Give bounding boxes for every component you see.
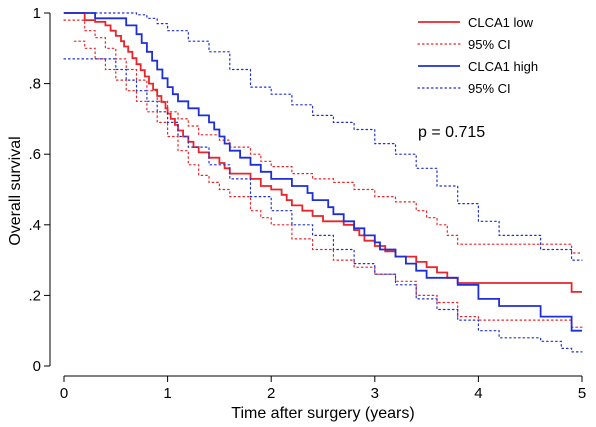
x-tick-label: 5 <box>578 385 586 402</box>
p-value-annotation: p = 0.715 <box>418 124 485 141</box>
y-tick-label: .4 <box>28 217 41 234</box>
clca1-low-ci-line <box>63 19 583 254</box>
clca1-high-survival-line <box>64 12 582 332</box>
legend-label: CLCA1 low <box>468 15 534 30</box>
clca1-high-ci-line <box>63 58 583 353</box>
y-tick-label: 1 <box>33 5 41 22</box>
legend-label: CLCA1 high <box>468 59 538 74</box>
legend: CLCA1 low 95% CI CLCA1 high 95% CI <box>417 15 538 96</box>
y-tick-label: 0 <box>33 358 41 375</box>
clca1-high-ci-line <box>63 12 583 261</box>
x-tick-label: 4 <box>474 385 482 402</box>
x-tick-label: 1 <box>163 385 171 402</box>
y-tick-label: .8 <box>28 76 41 93</box>
legend-label: 95% CI <box>468 81 511 96</box>
axes: 0 1 2 3 4 5 0 .2 .4 .6 .8 1 <box>28 5 586 402</box>
y-axis-label: Overall survival <box>7 136 24 245</box>
x-axis-label: Time after surgery (years) <box>231 405 414 422</box>
y-tick-label: .6 <box>28 146 41 163</box>
y-tick-label: .2 <box>28 287 41 304</box>
clca1-low-survival-line <box>64 12 582 293</box>
clca1-low-ci-line <box>73 40 583 328</box>
series-layer <box>63 12 583 353</box>
x-tick-label: 2 <box>267 385 275 402</box>
x-tick-label: 0 <box>60 385 68 402</box>
x-tick-label: 3 <box>371 385 379 402</box>
legend-label: 95% CI <box>468 37 511 52</box>
